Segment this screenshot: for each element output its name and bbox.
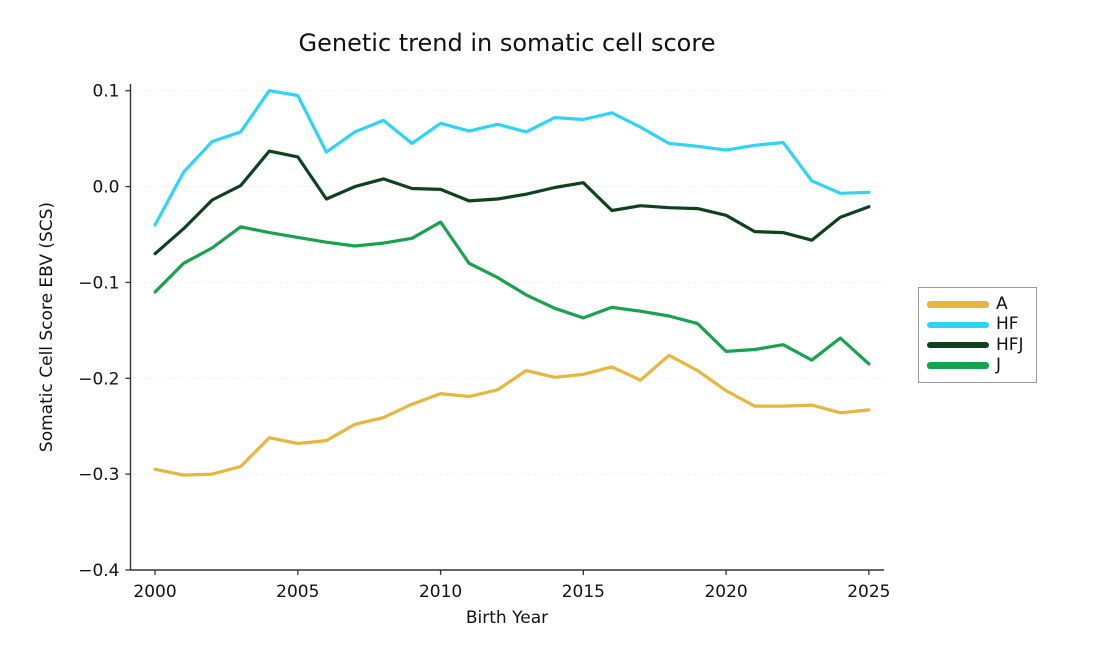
legend-label-J: J — [996, 355, 1002, 376]
legend-swatch-HFJ — [927, 342, 989, 349]
y-tick-label: −0.4 — [78, 561, 119, 581]
x-tick-label: 2020 — [704, 582, 747, 602]
legend-item-HFJ: HFJ — [927, 335, 1036, 355]
x-tick-label: 2000 — [133, 582, 176, 602]
y-tick-label: −0.3 — [78, 465, 119, 485]
legend-label-A: A — [996, 293, 1008, 314]
x-axis-label: Birth Year — [465, 608, 549, 628]
legend-swatch-A — [927, 301, 989, 308]
legend-item-HF: HF — [927, 315, 1036, 335]
series-line-HF — [153, 89, 871, 227]
y-tick-label: −0.2 — [78, 369, 119, 389]
x-tick-label: 2010 — [419, 582, 462, 602]
legend-item-J: J — [927, 355, 1036, 375]
x-tick-label: 2025 — [847, 582, 890, 602]
y-tick-label: −0.1 — [78, 273, 119, 293]
x-tick-label: 2015 — [562, 582, 605, 602]
legend-item-A: A — [927, 294, 1036, 314]
legend-swatch-J — [927, 362, 989, 369]
x-tick-label: 2005 — [276, 582, 319, 602]
legend-label-HFJ: HFJ — [996, 334, 1024, 355]
legend: A HF HFJ J — [918, 287, 1037, 383]
legend-swatch-HF — [927, 321, 989, 328]
legend-label-HF: HF — [996, 314, 1019, 335]
series-line-J — [153, 220, 871, 366]
y-tick-label: 0.1 — [92, 82, 119, 102]
series-line-A — [153, 353, 871, 477]
y-tick-label: 0.0 — [92, 178, 119, 198]
series-line-HFJ — [153, 149, 871, 256]
y-axis-label: Somatic Cell Score EBV (SCS) — [37, 201, 57, 453]
chart-title: Genetic trend in somatic cell score — [298, 29, 716, 57]
